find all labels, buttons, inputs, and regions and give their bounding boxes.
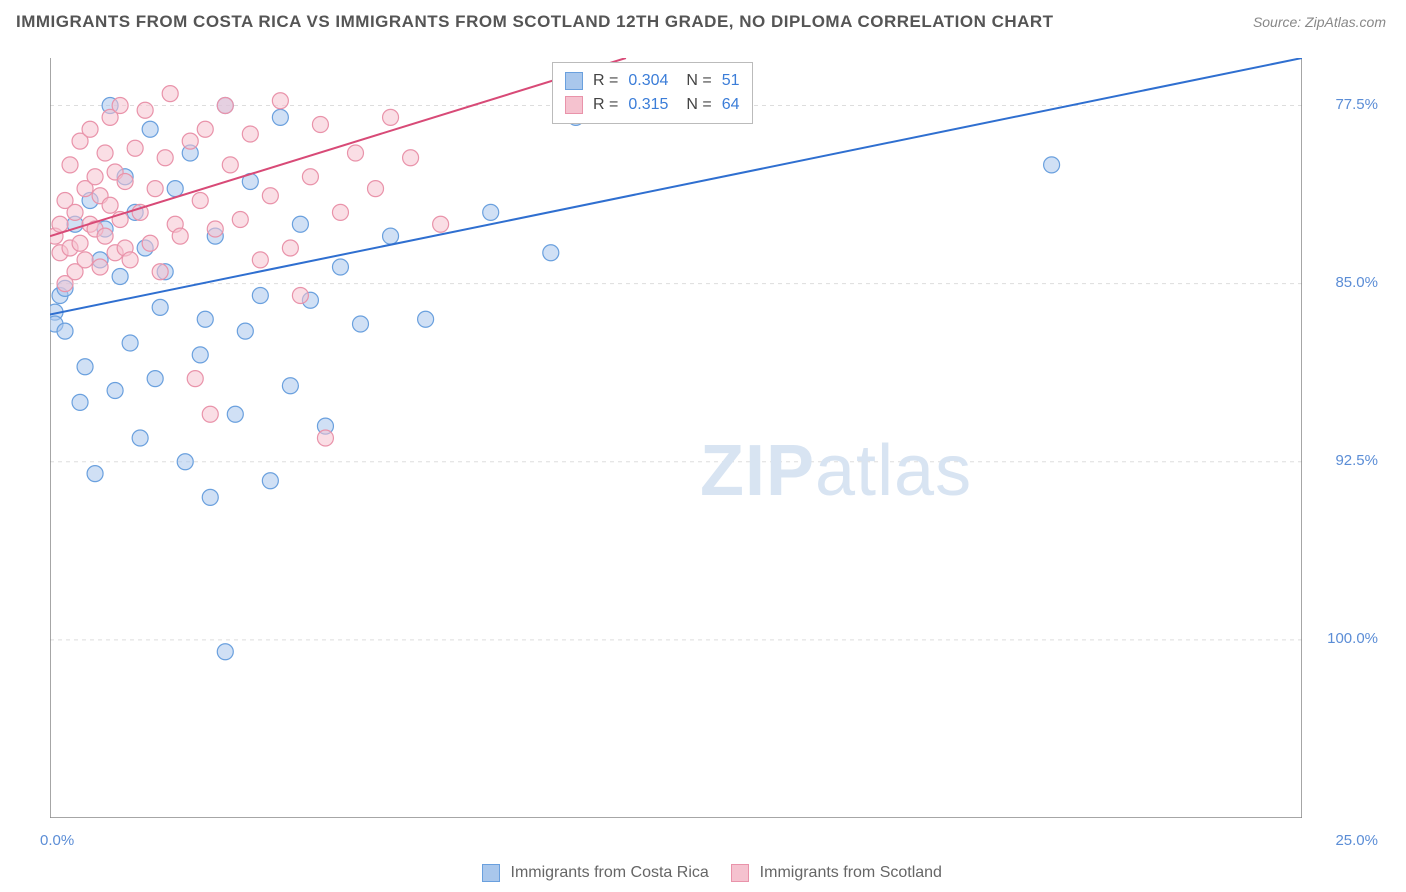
- corr-legend-row: R =0.304N =51: [565, 69, 740, 93]
- y-tick-label: 77.5%: [1335, 96, 1378, 113]
- legend-label-scotland: Immigrants from Scotland: [760, 864, 942, 881]
- correlation-legend: R =0.304N =51R =0.315N =64: [552, 62, 753, 124]
- correlation-scatter-chart: [50, 58, 1302, 818]
- chart-title: IMMIGRANTS FROM COSTA RICA VS IMMIGRANTS…: [16, 12, 1054, 32]
- y-tick-label: 92.5%: [1335, 452, 1378, 469]
- legend-label-costa-rica: Immigrants from Costa Rica: [511, 864, 709, 881]
- y-tick-label: 85.0%: [1335, 274, 1378, 291]
- x-tick-label: 25.0%: [1335, 832, 1378, 849]
- corr-legend-row: R =0.315N =64: [565, 93, 740, 117]
- legend-swatch-costa-rica: [482, 864, 500, 882]
- legend-swatch-scotland: [731, 864, 749, 882]
- source-attribution: Source: ZipAtlas.com: [1253, 14, 1386, 30]
- x-tick-label: 0.0%: [40, 832, 74, 849]
- y-tick-label: 100.0%: [1327, 630, 1378, 647]
- series-legend: Immigrants from Costa Rica Immigrants fr…: [0, 864, 1406, 882]
